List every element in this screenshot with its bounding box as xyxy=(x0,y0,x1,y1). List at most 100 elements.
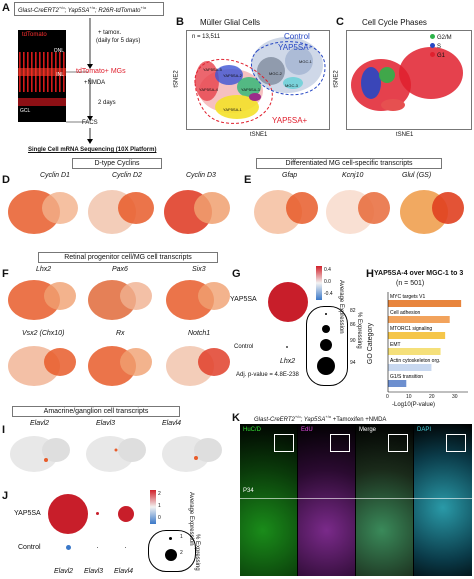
b-ylabel: tSNE2 xyxy=(173,70,180,88)
b-cluster-mgc2: MGC-2 xyxy=(269,71,282,76)
h-title: YAP5SA-4 over MGC-1 to 3 xyxy=(374,270,464,277)
h-ylabel: GO Category xyxy=(367,322,375,365)
genotype-text: Glast-CreERT2 xyxy=(18,8,59,14)
g-gene-label: Lhx2 xyxy=(280,358,296,365)
retina-image: tdTomato ONL INL GCL xyxy=(18,30,66,122)
f-gene-3: Six3 xyxy=(192,266,206,273)
tsne-b xyxy=(194,37,326,124)
g-row-control: Control xyxy=(234,344,254,350)
d-gene-2: Cyclin D2 xyxy=(112,172,142,179)
j-dot-elavl4-ctrl xyxy=(125,547,126,548)
h-xlabel: -Log10(P-value) xyxy=(392,402,436,408)
f-header: Retinal progenitor cell/MG cell transcri… xyxy=(38,252,218,263)
panel-d-label: D xyxy=(2,174,10,186)
e-tsne-3 xyxy=(400,190,464,234)
g-expr-ticks: 0.4 0.0 -0.4 xyxy=(324,267,333,297)
b-cluster-yap4: YAP5SA-4 xyxy=(199,87,218,92)
j-gene-1: Elavl2 xyxy=(54,568,74,575)
panel-f-label: F xyxy=(2,268,9,280)
facs-text: FACS xyxy=(82,120,98,126)
b-cluster-yap1: YAP5SA-1 xyxy=(223,107,242,112)
k-panel-huc xyxy=(240,424,297,576)
nmda-text: +NMDA xyxy=(84,80,106,86)
inl-label: INL xyxy=(56,72,64,78)
b-xlabel: tSNE1 xyxy=(250,132,268,138)
d-gene-1: Cyclin D1 xyxy=(40,172,70,179)
f-tsne-row-1 xyxy=(8,280,230,320)
d-tsne-1 xyxy=(8,190,78,234)
k-panel-dapi xyxy=(414,424,472,576)
j-expr-gradient xyxy=(150,490,156,524)
panel-e-label: E xyxy=(244,174,252,186)
h-bar xyxy=(388,380,407,387)
days2-text: 2 days xyxy=(98,100,116,106)
j-dot-elavl4-yap xyxy=(118,506,134,522)
j-dot-elavl3-ctrl xyxy=(97,547,98,548)
h-category-label: Actin cytoskeleton org. xyxy=(390,358,440,364)
genotype-box: Glast-CreERT2+/o; Yap5SA+/o; R26R-tdToma… xyxy=(14,2,164,16)
j-gene-3: Elavl4 xyxy=(114,568,134,575)
g-expr-gradient xyxy=(316,266,322,300)
panel-c-title: Cell Cycle Phases xyxy=(362,18,427,27)
panel-b-title: Müller Glial Cells xyxy=(200,18,261,27)
e-gene-1: Gfap xyxy=(282,172,298,179)
k-label-day: P34 xyxy=(243,488,254,494)
panel-b-label: B xyxy=(176,16,184,28)
h-category-label: MTORC1 signaling xyxy=(390,326,432,332)
h-bar xyxy=(388,364,432,371)
d-tsne-row xyxy=(8,190,230,234)
k-panel-merge xyxy=(356,424,413,576)
g-pct-legend xyxy=(306,306,348,386)
f-gene-4: Vsx2 (Chx10) xyxy=(22,330,65,337)
k-label-merge: Merge xyxy=(359,427,377,433)
d-tsne-3 xyxy=(164,190,230,234)
k-label-huc: HuC/D xyxy=(243,427,262,433)
h-bar xyxy=(388,300,462,307)
panel-i-label: I xyxy=(2,424,6,436)
seq-text: Single Cell mRNA Sequencing (10X Platfor… xyxy=(28,147,157,153)
b-cluster-mgc1: MGC-1 xyxy=(299,59,312,64)
mgs-text: tdTomato+ MGs xyxy=(76,68,126,75)
k-label-edu: EdU xyxy=(301,427,313,433)
h-bar xyxy=(388,348,441,355)
b-yap5sa-minus-label: YAP5SA- xyxy=(278,43,312,52)
e-tsne-2 xyxy=(326,190,390,234)
h-category-label: EMT xyxy=(390,342,401,348)
g-dot-control xyxy=(286,346,288,348)
b-control-label: Control xyxy=(284,32,310,41)
h-category-label: G1/S transition xyxy=(390,374,423,380)
onl-label: ONL xyxy=(53,48,64,54)
j-row-control: Control xyxy=(18,544,41,551)
j-gene-2: Elavl3 xyxy=(84,568,104,575)
b-cluster-mgc3: MGC-3 xyxy=(285,83,298,88)
f-gene-1: Lhx2 xyxy=(36,266,52,273)
k-title: Glast-CreERT2+/o; Yap5SA+/o +Tamoxifen +… xyxy=(254,414,387,423)
c-legend-g1: G1 xyxy=(430,52,452,61)
f-gene-6: Notch1 xyxy=(188,330,211,337)
d-header: D-type Cyclins xyxy=(72,158,162,169)
j-dot-elavl2-ctrl xyxy=(66,545,71,550)
c-legend-s: S xyxy=(430,43,452,52)
k-micrographs: HuC/D EdU Merge DAPI P34 xyxy=(240,424,472,576)
i-gene-2: Elavl3 xyxy=(96,420,116,427)
j-pct-title: % Expressing xyxy=(194,534,200,571)
h-category-label: Cell adhesion xyxy=(390,310,421,316)
i-tsne-row xyxy=(10,436,222,472)
f-gene-2: Pax6 xyxy=(112,266,128,273)
b-cluster-yap2: YAP5SA-2 xyxy=(223,73,242,78)
h-category-label: MYC targets V1 xyxy=(390,294,426,300)
j-row-yap5sa: YAP5SA xyxy=(14,510,41,517)
gcl-label: GCL xyxy=(20,108,31,114)
retina-stripes xyxy=(18,52,66,106)
tamox-text: + tamox. xyxy=(98,30,122,36)
g-row-yap5sa: YAP5SA xyxy=(230,296,257,303)
d-tsne-2 xyxy=(88,190,154,234)
panel-a-label: A xyxy=(2,2,10,14)
panel-c-label: C xyxy=(336,16,344,28)
c-xlabel: tSNE1 xyxy=(396,132,414,138)
c-legend-g2m: G2/M xyxy=(430,34,452,43)
j-dot-elavl3-yap xyxy=(96,512,99,515)
c-legend: G2/M S G1 xyxy=(430,34,452,61)
c-ylabel: tSNE2 xyxy=(333,70,340,88)
